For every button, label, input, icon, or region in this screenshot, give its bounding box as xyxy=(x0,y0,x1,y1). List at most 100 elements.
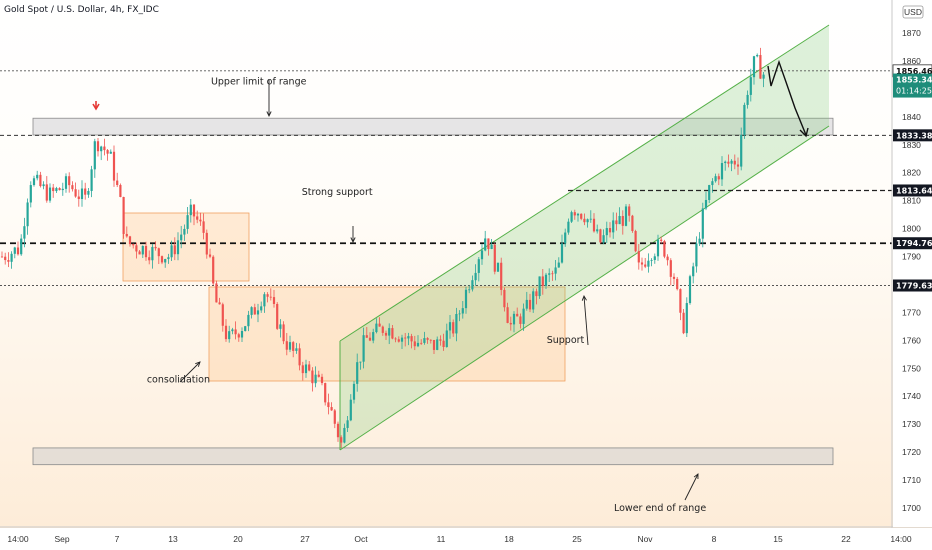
candle[interactable] xyxy=(93,138,96,178)
candle[interactable] xyxy=(135,242,138,259)
candle[interactable] xyxy=(461,301,464,319)
candle[interactable] xyxy=(208,248,212,259)
candle[interactable] xyxy=(349,394,352,422)
candle[interactable] xyxy=(80,180,84,207)
candle[interactable] xyxy=(471,275,474,292)
candle[interactable] xyxy=(477,257,480,282)
candle[interactable] xyxy=(7,252,10,268)
candle[interactable] xyxy=(442,333,445,351)
candle[interactable] xyxy=(253,303,256,315)
candle[interactable] xyxy=(304,359,308,378)
candle[interactable] xyxy=(576,212,580,222)
candle[interactable] xyxy=(167,253,170,264)
price-label-1794.76[interactable]: 1794.76 xyxy=(893,237,932,250)
candle[interactable] xyxy=(285,332,288,356)
candle[interactable] xyxy=(672,273,676,285)
candle[interactable] xyxy=(125,226,128,238)
candle[interactable] xyxy=(573,209,576,220)
candle[interactable] xyxy=(704,191,708,211)
price-label-1813.64[interactable]: 1813.64 xyxy=(893,184,932,197)
candle[interactable] xyxy=(458,310,461,322)
candle[interactable] xyxy=(71,181,74,192)
candle[interactable] xyxy=(372,328,375,344)
candle[interactable] xyxy=(311,367,314,392)
candle[interactable] xyxy=(557,257,560,268)
candle[interactable] xyxy=(612,212,615,239)
candle[interactable] xyxy=(87,188,90,198)
candle[interactable] xyxy=(247,310,250,332)
candle[interactable] xyxy=(701,202,704,248)
candle[interactable] xyxy=(36,170,39,181)
candle[interactable] xyxy=(749,68,752,102)
candle[interactable] xyxy=(13,246,16,259)
candle[interactable] xyxy=(397,336,400,343)
candle[interactable] xyxy=(759,47,762,79)
candle[interactable] xyxy=(602,229,605,245)
candle[interactable] xyxy=(644,257,647,269)
range-zone-1[interactable] xyxy=(32,447,834,466)
candle[interactable] xyxy=(103,138,106,156)
projected-path[interactable] xyxy=(767,59,809,138)
candle[interactable] xyxy=(212,255,215,286)
candle[interactable] xyxy=(484,230,487,252)
candle[interactable] xyxy=(480,243,484,265)
candle[interactable] xyxy=(516,307,519,317)
candle[interactable] xyxy=(660,236,663,244)
candle[interactable] xyxy=(282,321,285,345)
channel-lower-line[interactable] xyxy=(339,125,830,451)
candle[interactable] xyxy=(317,370,320,378)
candle[interactable] xyxy=(548,268,551,283)
candle[interactable] xyxy=(532,288,535,313)
candle[interactable] xyxy=(269,288,272,301)
candle[interactable] xyxy=(429,339,432,344)
candle[interactable] xyxy=(599,228,602,244)
candle[interactable] xyxy=(730,159,733,172)
candle[interactable] xyxy=(292,340,295,358)
candle[interactable] xyxy=(496,262,500,272)
candle[interactable] xyxy=(410,333,413,349)
candle[interactable] xyxy=(432,339,436,354)
candle[interactable] xyxy=(48,183,52,203)
candle[interactable] xyxy=(58,187,61,191)
candle[interactable] xyxy=(231,327,234,335)
arrow-upper-limit[interactable] xyxy=(266,80,272,118)
candle[interactable] xyxy=(157,247,160,265)
candle[interactable] xyxy=(388,323,391,345)
candle[interactable] xyxy=(560,234,564,264)
candle[interactable] xyxy=(605,221,608,243)
candle[interactable] xyxy=(42,181,45,190)
candle[interactable] xyxy=(343,423,346,444)
candle[interactable] xyxy=(634,229,637,253)
candle[interactable] xyxy=(96,138,100,157)
candle[interactable] xyxy=(692,262,695,284)
candle[interactable] xyxy=(544,272,548,290)
candle[interactable] xyxy=(189,199,192,223)
candle[interactable] xyxy=(455,307,458,342)
candle[interactable] xyxy=(365,327,368,338)
candle[interactable] xyxy=(695,236,698,273)
candle[interactable] xyxy=(756,53,759,58)
range-zone-0[interactable] xyxy=(32,117,834,136)
candle[interactable] xyxy=(183,224,186,241)
candle[interactable] xyxy=(221,302,224,332)
candle[interactable] xyxy=(506,302,509,324)
candle[interactable] xyxy=(551,270,554,281)
candle[interactable] xyxy=(736,157,740,175)
candle[interactable] xyxy=(237,332,240,342)
candle[interactable] xyxy=(324,382,327,406)
candle[interactable] xyxy=(122,196,125,239)
candle[interactable] xyxy=(186,206,189,234)
candle[interactable] xyxy=(656,234,660,261)
candle[interactable] xyxy=(679,288,682,321)
candle[interactable] xyxy=(448,315,452,339)
candle[interactable] xyxy=(346,415,349,433)
price-label-1853.34[interactable]: 1853.34 01:14:25 xyxy=(893,73,932,98)
candle[interactable] xyxy=(256,303,260,323)
candle[interactable] xyxy=(445,323,448,348)
candle[interactable] xyxy=(381,325,384,336)
candle[interactable] xyxy=(567,218,570,235)
candle[interactable] xyxy=(77,189,80,207)
candle[interactable] xyxy=(112,145,116,187)
candle[interactable] xyxy=(618,207,621,225)
candle[interactable] xyxy=(352,381,356,404)
